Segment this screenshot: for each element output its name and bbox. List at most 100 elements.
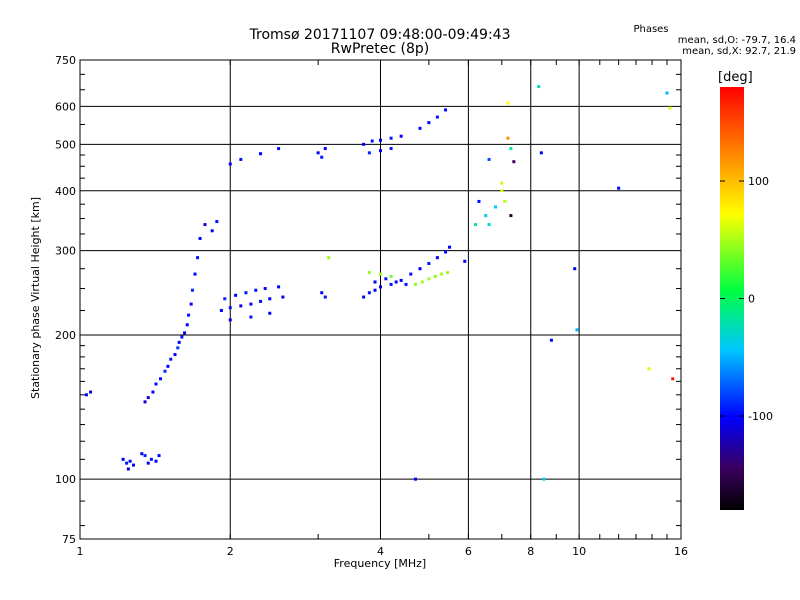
data-point xyxy=(575,328,579,332)
x-tick-label: 4 xyxy=(377,545,384,558)
data-point xyxy=(327,256,331,260)
data-point xyxy=(373,280,377,284)
data-point xyxy=(210,229,214,233)
data-point xyxy=(427,277,431,281)
data-point xyxy=(413,282,417,286)
data-point xyxy=(435,256,439,260)
data-point xyxy=(362,142,366,146)
colorbar-tick-label: -100 xyxy=(748,410,773,423)
y-tick-label: 500 xyxy=(55,138,76,151)
x-tick-label: 1 xyxy=(77,545,84,558)
data-point xyxy=(268,311,272,315)
data-point xyxy=(389,147,393,151)
data-point xyxy=(373,288,377,292)
data-point xyxy=(367,291,371,295)
x-tick-label: 8 xyxy=(527,545,534,558)
data-point xyxy=(239,157,243,161)
data-point xyxy=(244,291,248,295)
data-point xyxy=(143,400,147,404)
data-point xyxy=(254,288,258,292)
data-point xyxy=(159,377,163,381)
data-point xyxy=(500,189,504,193)
data-point xyxy=(379,285,382,289)
data-point xyxy=(389,274,393,278)
data-point xyxy=(446,271,450,275)
data-point xyxy=(239,304,243,308)
data-point xyxy=(163,369,167,373)
data-point xyxy=(157,454,161,458)
data-point xyxy=(665,91,669,95)
x-tick-label: 2 xyxy=(227,545,234,558)
y-tick-label: 100 xyxy=(55,473,76,486)
x-tick-label: 10 xyxy=(572,545,586,558)
data-point xyxy=(379,138,382,142)
data-point xyxy=(370,139,374,143)
data-point xyxy=(394,280,398,284)
data-point xyxy=(444,108,448,112)
data-point xyxy=(668,106,672,110)
data-point xyxy=(154,382,158,386)
data-point xyxy=(203,223,207,227)
x-tick-label: 6 xyxy=(465,545,472,558)
data-point xyxy=(143,454,147,458)
data-point xyxy=(249,315,253,319)
data-point xyxy=(367,151,371,155)
phases-x-stats: mean, sd,X: 92.7, 21.9 xyxy=(682,46,796,57)
data-point xyxy=(573,267,577,271)
data-point xyxy=(125,461,129,465)
data-point xyxy=(537,85,541,89)
data-point xyxy=(384,277,388,281)
data-point xyxy=(487,157,491,161)
data-point xyxy=(177,340,181,344)
data-point xyxy=(89,390,93,394)
data-point xyxy=(506,136,510,140)
data-point xyxy=(494,205,498,209)
data-point xyxy=(149,457,153,461)
y-tick-label: 75 xyxy=(62,533,76,546)
data-point xyxy=(176,346,180,350)
data-point xyxy=(404,282,408,286)
data-point xyxy=(146,461,150,465)
data-point xyxy=(427,121,431,125)
data-point xyxy=(219,308,223,312)
data-point xyxy=(399,278,403,282)
data-point xyxy=(316,151,320,155)
data-point xyxy=(281,295,285,299)
data-point xyxy=(126,467,130,471)
data-point xyxy=(512,160,516,164)
data-point xyxy=(509,147,513,151)
y-tick-label: 750 xyxy=(55,54,76,67)
colorbar-tick-label: 0 xyxy=(748,293,755,306)
data-point xyxy=(409,272,413,276)
data-point xyxy=(418,267,422,271)
data-point xyxy=(84,393,88,397)
chart-subtitle: RwPretec (8p) xyxy=(330,41,430,57)
data-point xyxy=(228,306,232,310)
data-point xyxy=(509,214,513,218)
data-point xyxy=(215,220,219,224)
data-point xyxy=(433,274,437,278)
data-point xyxy=(185,323,189,327)
data-point xyxy=(323,295,327,299)
chart-title: Tromsø 20171107 09:48:00-09:49:43 xyxy=(249,27,511,43)
data-point xyxy=(503,199,507,203)
data-point xyxy=(173,353,177,357)
data-point xyxy=(193,272,197,276)
data-point xyxy=(132,463,136,467)
data-point xyxy=(539,151,543,155)
data-points xyxy=(84,85,675,481)
data-point xyxy=(671,377,675,381)
data-point xyxy=(190,288,194,292)
data-point xyxy=(169,357,173,361)
data-point xyxy=(435,115,439,119)
data-point xyxy=(189,302,193,306)
data-point xyxy=(187,313,191,317)
data-point xyxy=(487,223,491,227)
data-point xyxy=(367,271,371,275)
data-point xyxy=(277,147,281,151)
data-point xyxy=(484,214,488,218)
data-point xyxy=(140,452,144,456)
data-point xyxy=(320,291,324,295)
data-point xyxy=(500,181,504,185)
